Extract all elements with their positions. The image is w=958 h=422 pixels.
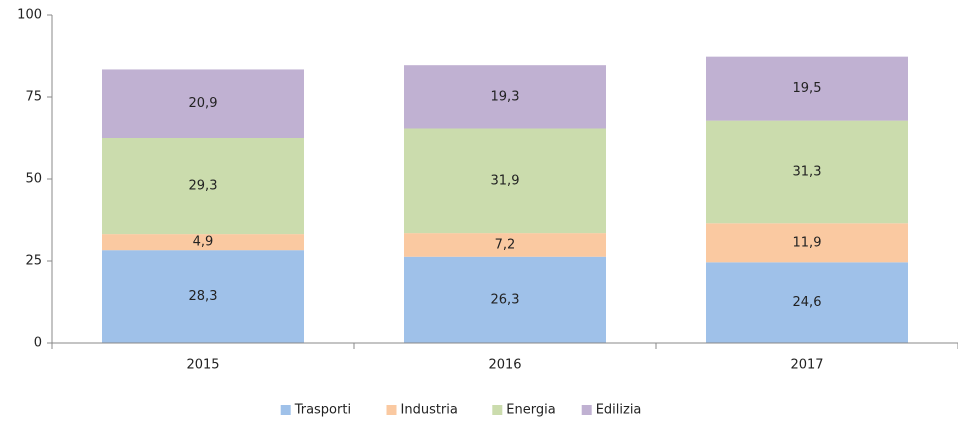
bar-segment xyxy=(404,233,606,257)
bar-segment xyxy=(102,234,304,251)
legend-swatch xyxy=(581,405,592,415)
data-label: 29,3 xyxy=(189,179,218,194)
bar-segment xyxy=(706,223,908,263)
data-label: 24,6 xyxy=(793,295,822,310)
legend-swatch xyxy=(386,405,397,415)
data-label: 26,3 xyxy=(491,292,520,307)
legend-label: Trasporti xyxy=(294,403,351,418)
data-label: 28,3 xyxy=(189,289,218,304)
data-label: 4,9 xyxy=(193,235,214,250)
bar-segment xyxy=(706,262,908,343)
bar-segment xyxy=(102,138,304,235)
legend-swatch xyxy=(280,405,291,415)
y-tick-label: 50 xyxy=(25,172,42,187)
data-label: 31,3 xyxy=(793,164,822,179)
x-tick-label: 2016 xyxy=(488,358,521,373)
x-tick-label: 2017 xyxy=(790,358,823,373)
legend-swatch xyxy=(492,405,503,415)
legend-label: Edilizia xyxy=(596,403,642,418)
legend-label: Energia xyxy=(506,403,555,418)
y-tick-label: 75 xyxy=(25,90,42,105)
data-label: 11,9 xyxy=(793,235,822,250)
data-label: 20,9 xyxy=(189,96,218,111)
x-tick-label: 2015 xyxy=(186,358,219,373)
bar-segment xyxy=(102,69,304,138)
y-tick-label: 100 xyxy=(17,8,42,23)
bar-segment xyxy=(102,250,304,343)
y-tick-label: 25 xyxy=(25,254,42,269)
data-label: 7,2 xyxy=(495,237,516,252)
data-label: 19,5 xyxy=(793,81,822,96)
data-label: 31,9 xyxy=(491,173,520,188)
bar-segment xyxy=(404,65,606,129)
y-tick-label: 0 xyxy=(34,336,42,351)
bar-segment xyxy=(404,256,606,343)
legend-label: Industria xyxy=(401,403,458,418)
bar-segment xyxy=(404,128,606,234)
bar-segment xyxy=(706,56,908,121)
data-label: 19,3 xyxy=(491,89,520,104)
bar-segment xyxy=(706,120,908,224)
